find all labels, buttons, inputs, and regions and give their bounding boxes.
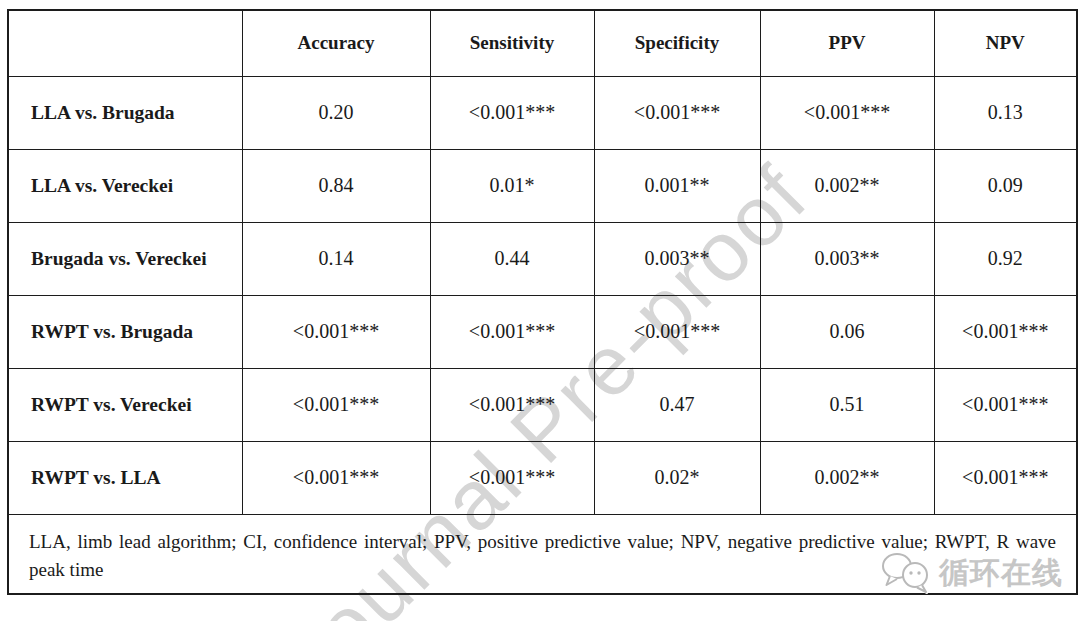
table-cell: 0.84 xyxy=(242,149,430,222)
table-cell: 0.01* xyxy=(430,149,594,222)
table-cell: <0.001*** xyxy=(934,295,1077,368)
table-cell: <0.001*** xyxy=(934,441,1077,514)
row-label: LLA vs. Vereckei xyxy=(8,149,242,222)
table-cell: <0.001*** xyxy=(242,441,430,514)
table-cell: <0.001*** xyxy=(430,295,594,368)
table-cell: <0.001*** xyxy=(430,441,594,514)
table-row: LLA vs. Brugada 0.20 <0.001*** <0.001***… xyxy=(8,76,1077,149)
table-cell: <0.001*** xyxy=(594,295,760,368)
column-header-ppv: PPV xyxy=(760,10,934,76)
row-label: RWPT vs. LLA xyxy=(8,441,242,514)
table-cell: <0.001*** xyxy=(594,76,760,149)
table-cell: 0.92 xyxy=(934,222,1077,295)
table-cell: <0.001*** xyxy=(430,76,594,149)
column-header-specificity: Specificity xyxy=(594,10,760,76)
brand-stamp: 循环在线 xyxy=(880,551,1063,595)
table-cell: 0.51 xyxy=(760,368,934,441)
table-cell: <0.001*** xyxy=(242,368,430,441)
table-cell: 0.47 xyxy=(594,368,760,441)
table-cell: 0.001** xyxy=(594,149,760,222)
table-cell: 0.003** xyxy=(594,222,760,295)
table-cell: 0.09 xyxy=(934,149,1077,222)
table-cell: <0.001*** xyxy=(430,368,594,441)
table-row: LLA vs. Vereckei 0.84 0.01* 0.001** 0.00… xyxy=(8,149,1077,222)
table-row: RWPT vs. Vereckei <0.001*** <0.001*** 0.… xyxy=(8,368,1077,441)
brand-stamp-label: 循环在线 xyxy=(939,553,1063,594)
header-row: Accuracy Sensitivity Specificity PPV NPV xyxy=(8,10,1077,76)
table-cell: 0.002** xyxy=(760,149,934,222)
chat-bubbles-icon xyxy=(880,551,934,595)
table-cell: 0.14 xyxy=(242,222,430,295)
row-label: RWPT vs. Brugada xyxy=(8,295,242,368)
table-cell: 0.003** xyxy=(760,222,934,295)
table-cell: <0.001*** xyxy=(760,76,934,149)
table-row: Brugada vs. Vereckei 0.14 0.44 0.003** 0… xyxy=(8,222,1077,295)
column-header-accuracy: Accuracy xyxy=(242,10,430,76)
row-label: Brugada vs. Vereckei xyxy=(8,222,242,295)
table-cell: 0.20 xyxy=(242,76,430,149)
comparison-table: Accuracy Sensitivity Specificity PPV NPV… xyxy=(7,9,1078,595)
table-row: RWPT vs. Brugada <0.001*** <0.001*** <0.… xyxy=(8,295,1077,368)
corner-cell xyxy=(8,10,242,76)
table-cell: 0.44 xyxy=(430,222,594,295)
column-header-sensitivity: Sensitivity xyxy=(430,10,594,76)
table-cell: <0.001*** xyxy=(242,295,430,368)
page: Journal Pre-proof Accuracy Sensitivity S… xyxy=(0,0,1080,621)
table-cell: 0.002** xyxy=(760,441,934,514)
column-header-npv: NPV xyxy=(934,10,1077,76)
table-cell: 0.13 xyxy=(934,76,1077,149)
table-cell: <0.001*** xyxy=(934,368,1077,441)
table-cell: 0.06 xyxy=(760,295,934,368)
table-row: RWPT vs. LLA <0.001*** <0.001*** 0.02* 0… xyxy=(8,441,1077,514)
row-label: RWPT vs. Vereckei xyxy=(8,368,242,441)
row-label: LLA vs. Brugada xyxy=(8,76,242,149)
table-cell: 0.02* xyxy=(594,441,760,514)
